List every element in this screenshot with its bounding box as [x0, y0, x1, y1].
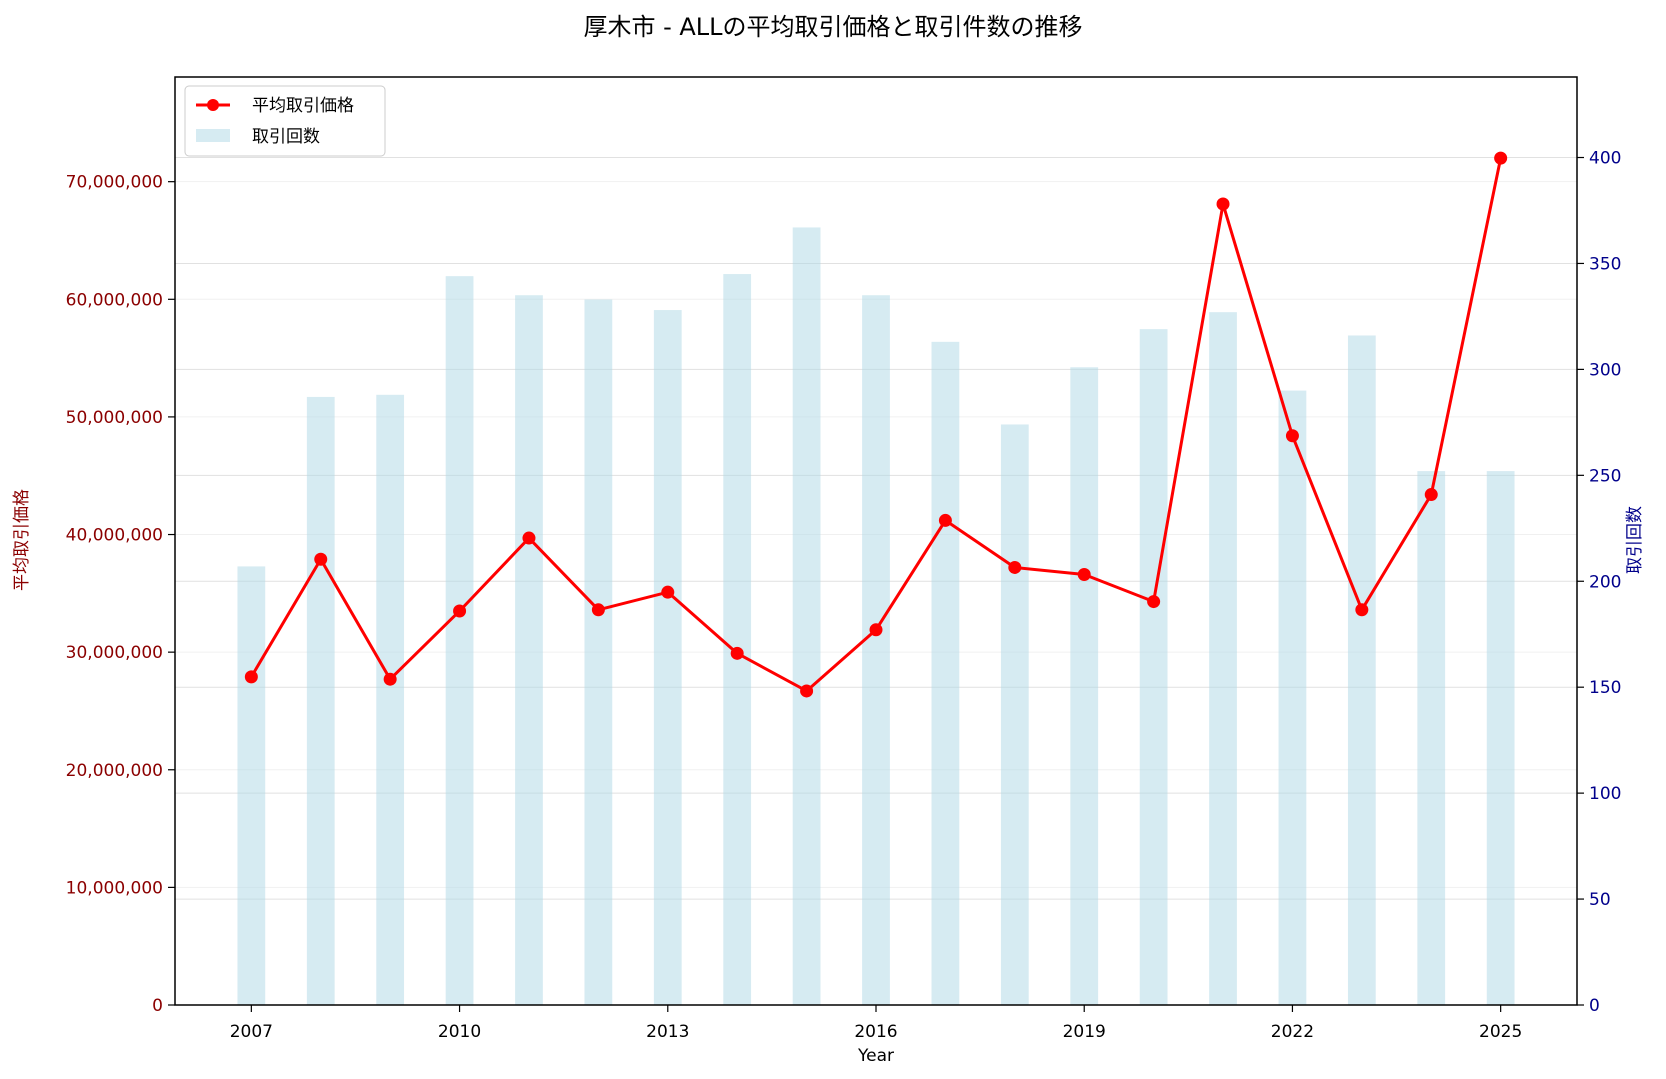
y-right-tick-label: 100	[1589, 784, 1621, 804]
x-tick-label: 2019	[1063, 1022, 1106, 1042]
line-series	[244, 151, 1508, 698]
price-point-2017	[938, 513, 952, 527]
y-axis-right-label: 取引回数	[1625, 506, 1645, 574]
x-tick-label: 2010	[438, 1022, 481, 1042]
legend-box	[184, 85, 386, 157]
price-point-2013	[661, 585, 675, 599]
price-point-2023	[1355, 603, 1369, 617]
bar-2020	[1139, 329, 1168, 1005]
bar-2023	[1347, 335, 1376, 1005]
x-tick-label: 2007	[230, 1022, 273, 1042]
labels: 厚木市 - ALLの平均取引価格と取引件数の推移 Year 平均取引価格 取引回…	[12, 13, 1645, 1066]
bar-2019	[1070, 367, 1099, 1005]
price-point-2015	[800, 684, 814, 698]
price-point-2008	[314, 552, 328, 566]
bar-2017	[931, 341, 960, 1005]
price-point-2020	[1147, 595, 1161, 609]
axes: 2007 2010 2013 2016 2019 2022 2025 0 10,000,000 2…	[66, 76, 1621, 1042]
legend-bar-swatch	[196, 129, 230, 142]
y-left-tick-label: 40,000,000	[66, 526, 163, 546]
x-tick-label: 2022	[1271, 1022, 1314, 1042]
y-left-tick-label: 50,000,000	[66, 408, 163, 428]
price-point-2010	[453, 604, 467, 618]
bar-2009	[376, 394, 405, 1005]
bar-2008	[306, 396, 335, 1005]
chart-title: 厚木市 - ALLの平均取引価格と取引件数の推移	[583, 13, 1082, 41]
legend-label-count: 取引回数	[252, 127, 320, 147]
y-left-tick-label: 30,000,000	[66, 643, 163, 663]
y-right-tick-label: 350	[1589, 254, 1621, 274]
bar-2012	[584, 299, 613, 1005]
price-point-2025	[1494, 151, 1508, 165]
y-left-tick-label: 60,000,000	[66, 290, 163, 310]
bar-2024	[1417, 471, 1446, 1006]
x-tick-label: 2025	[1479, 1022, 1522, 1042]
x-tick-label: 2016	[854, 1022, 897, 1042]
x-axis-label: Year	[857, 1046, 894, 1066]
bar-2011	[515, 295, 543, 1006]
price-point-2012	[591, 603, 605, 617]
bar-2025	[1486, 471, 1515, 1006]
bar-2021	[1209, 312, 1237, 1005]
bar-2014	[723, 274, 752, 1005]
price-point-2019	[1077, 568, 1091, 582]
y-right-tick-label: 0	[1589, 996, 1600, 1016]
price-point-2016	[869, 623, 883, 637]
legend: 平均取引価格 取引回数	[184, 85, 386, 157]
y-right-tick-label: 150	[1589, 678, 1621, 698]
y-right-tick-label: 250	[1589, 466, 1621, 486]
y-right-tick-label: 400	[1589, 149, 1621, 169]
bar-2018	[1000, 424, 1029, 1005]
y-left-tick-label: 20,000,000	[66, 761, 163, 781]
y-right-tick-label: 300	[1589, 360, 1621, 380]
price-point-2018	[1008, 560, 1022, 574]
bar-2022	[1278, 390, 1307, 1005]
price-point-2024	[1424, 488, 1438, 502]
bar-series	[237, 227, 1515, 1006]
price-point-2021	[1216, 197, 1230, 211]
legend-line-marker	[207, 99, 219, 111]
legend-label-price: 平均取引価格	[252, 96, 354, 116]
y-right-tick-label: 200	[1589, 572, 1621, 592]
price-point-2014	[730, 646, 744, 660]
x-tick-label: 2013	[646, 1022, 689, 1042]
y-right-tick-label: 50	[1589, 890, 1611, 910]
price-point-2007	[244, 670, 258, 684]
price-point-2022	[1285, 429, 1299, 443]
bar-2013	[653, 310, 682, 1006]
y-left-tick-label: 10,000,000	[66, 878, 163, 898]
bar-2010	[445, 276, 474, 1006]
price-point-2009	[383, 672, 397, 686]
bar-2015	[792, 227, 821, 1006]
bar-2016	[862, 295, 890, 1006]
price-point-2011	[522, 531, 536, 545]
y-left-tick-label: 70,000,000	[66, 173, 163, 193]
y-left-tick-label: 0	[152, 996, 163, 1016]
y-axis-left-label: 平均取引価格	[12, 489, 32, 591]
bar-2007	[237, 566, 266, 1005]
